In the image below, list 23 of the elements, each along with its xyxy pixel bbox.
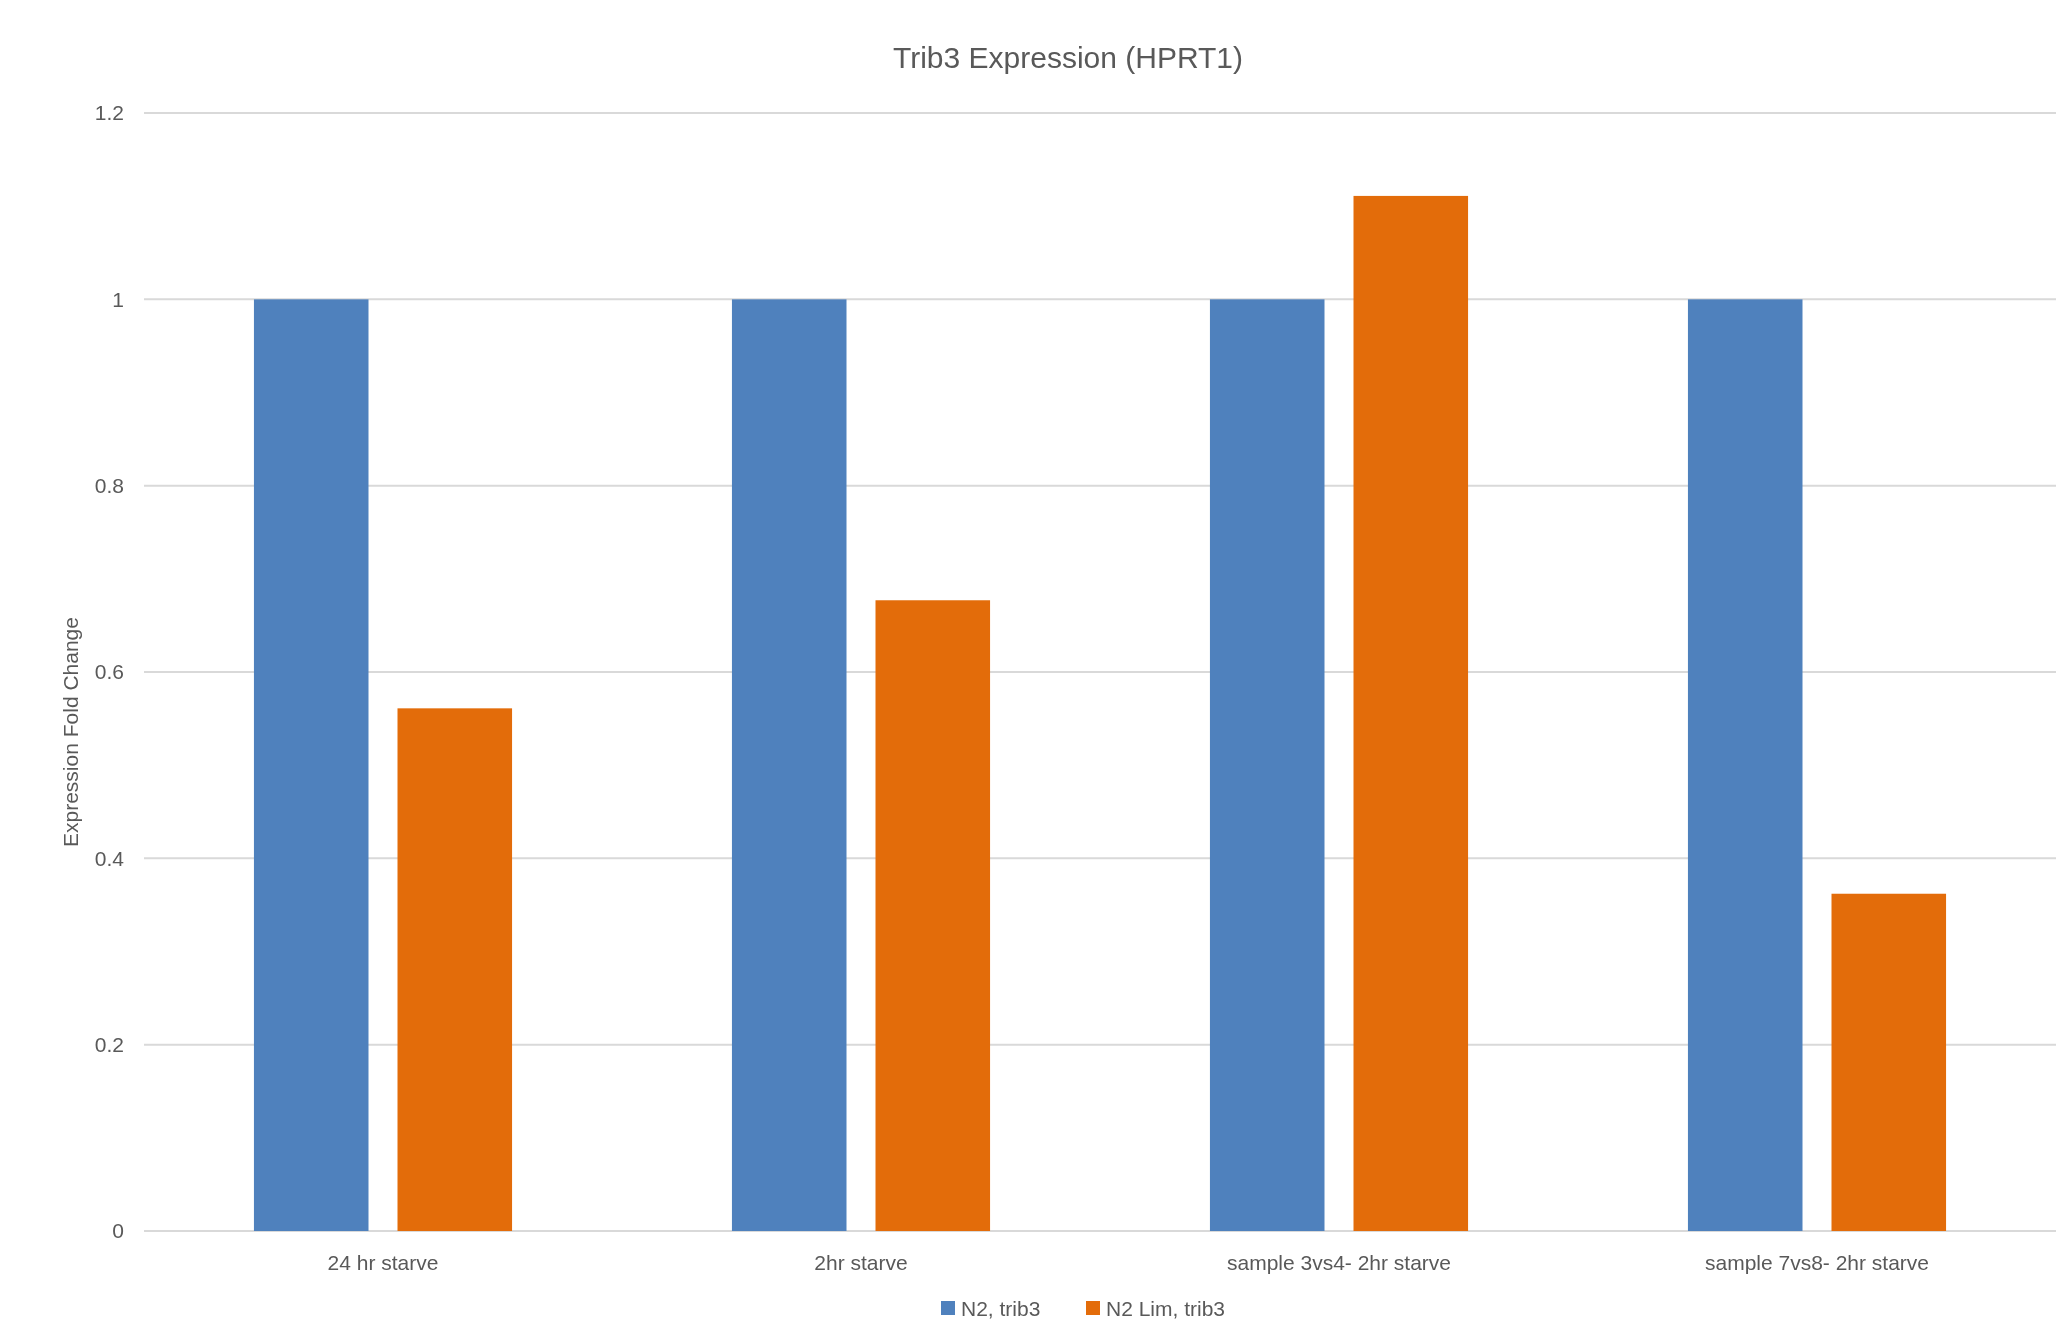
y-tick-label: 1 (112, 287, 124, 311)
x-tick-label: sample 7vs8- 2hr starve (1704, 1251, 1930, 1274)
bar (875, 600, 991, 1231)
y-tick-label: 0.2 (94, 1033, 124, 1057)
y-tick-label: 0.8 (94, 474, 124, 498)
legend-label: N2, trib3 (961, 1297, 1041, 1320)
x-tick-label: sample 3vs4- 2hr starve (1226, 1251, 1452, 1274)
x-tick-label: 24 hr starve (327, 1251, 439, 1274)
bar (397, 708, 513, 1231)
bar (1831, 893, 1947, 1231)
bar (1209, 299, 1325, 1231)
x-tick-label: 2hr starve (814, 1251, 908, 1274)
y-tick-label: 0 (112, 1219, 124, 1243)
bar (1687, 299, 1803, 1231)
y-tick-label: 1.2 (94, 101, 124, 125)
bar (1353, 195, 1469, 1231)
y-tick-label: 0.6 (94, 660, 124, 684)
bar (731, 299, 847, 1231)
legend-label: N2 Lim, trib3 (1106, 1297, 1226, 1320)
bar (253, 299, 369, 1231)
y-axis-title: Expression Fold Change (59, 617, 82, 847)
chart-title: Trib3 Expression (HPRT1) (892, 41, 1244, 74)
y-tick-label: 0.4 (94, 846, 125, 870)
